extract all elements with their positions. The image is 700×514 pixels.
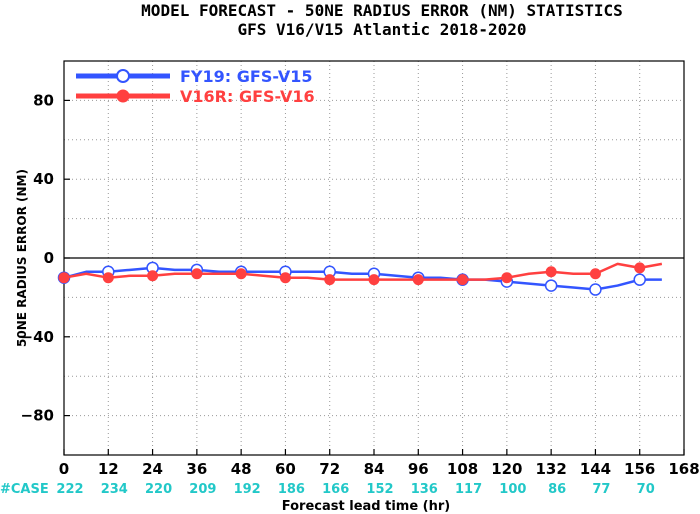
series-line-2 — [63, 262, 663, 281]
series-2-point — [235, 268, 247, 280]
series-2-point — [58, 272, 70, 284]
case-count: 186 — [278, 482, 305, 497]
series-2-point — [589, 268, 601, 280]
series-2-point — [634, 262, 646, 274]
case-count: 166 — [322, 482, 349, 497]
series-1-point — [589, 283, 602, 296]
series-2-point — [324, 274, 336, 286]
case-count: 136 — [411, 482, 438, 497]
y-axis-label: 50NE RADIUS ERROR (NM) — [15, 169, 29, 347]
series-2-point — [368, 274, 380, 286]
x-tick-label: 132 — [535, 460, 566, 478]
case-label: #CASE — [0, 482, 49, 497]
x-tick-label: 144 — [580, 460, 611, 478]
x-tick-label: 72 — [319, 460, 340, 478]
x-tick-label: 108 — [447, 460, 478, 478]
x-tick-label: 24 — [142, 460, 163, 478]
legend-marker-1 — [116, 69, 130, 83]
case-count: 192 — [234, 482, 261, 497]
legend-label-2: V16R: GFS-V16 — [180, 87, 315, 106]
series-1-point — [544, 279, 558, 292]
x-tick-label: 120 — [491, 460, 522, 478]
case-count: 234 — [101, 482, 128, 497]
series-2-point — [412, 274, 424, 286]
series-1-point — [633, 273, 646, 286]
case-count: 209 — [189, 482, 216, 497]
case-count: 100 — [499, 482, 526, 497]
series-2-point — [545, 266, 557, 278]
series-2-point — [147, 270, 159, 282]
x-tick-label: 84 — [364, 460, 385, 478]
case-count: 70 — [637, 482, 655, 497]
x-tick-label: 0 — [59, 460, 69, 478]
series-2-point — [191, 268, 203, 280]
x-tick-label: 156 — [624, 460, 655, 478]
x-tick-label: 48 — [231, 460, 252, 478]
y-tick-label: 80 — [33, 91, 54, 109]
x-axis-label: Forecast lead time (hr) — [282, 499, 450, 514]
x-axis: 0 12 24 36 48 60 72 84 96 108 120 132 144 156 168 — [59, 449, 700, 478]
y-axis: 80 40 0 −40 −80 — [21, 91, 70, 425]
y-tick-label: −80 — [21, 407, 54, 425]
case-count: 77 — [592, 482, 610, 497]
x-tick-label: 168 — [668, 460, 699, 478]
series-2-point — [279, 272, 291, 284]
chart-subtitle: GFS V16/V15 Atlantic 2018-2020 — [238, 20, 527, 39]
case-counts: #CASE 222 234 220 209 192 186 166 152 136 117 100 8… — [0, 482, 655, 497]
y-tick-label: 40 — [33, 170, 54, 188]
series-2-point — [501, 272, 513, 284]
x-tick-label: 96 — [408, 460, 429, 478]
y-tick-label: −40 — [21, 328, 54, 346]
case-count: 152 — [366, 482, 393, 497]
legend-label-1: FY19: GFS-V15 — [180, 67, 312, 86]
series-2-point — [102, 272, 114, 284]
chart-title: MODEL FORECAST - 50NE RADIUS ERROR (NM) … — [141, 1, 623, 20]
series-2-point — [457, 274, 469, 286]
x-tick-label: 36 — [186, 460, 207, 478]
case-count: 86 — [548, 482, 566, 497]
case-count: 220 — [145, 482, 172, 497]
case-count: 222 — [56, 482, 83, 497]
y-tick-label: 0 — [44, 249, 54, 267]
series-line-1 — [63, 266, 662, 291]
x-tick-label: 60 — [275, 460, 296, 478]
x-tick-label: 12 — [98, 460, 119, 478]
series-group — [57, 261, 663, 296]
case-count: 117 — [455, 482, 482, 497]
legend-marker-2 — [116, 89, 130, 103]
